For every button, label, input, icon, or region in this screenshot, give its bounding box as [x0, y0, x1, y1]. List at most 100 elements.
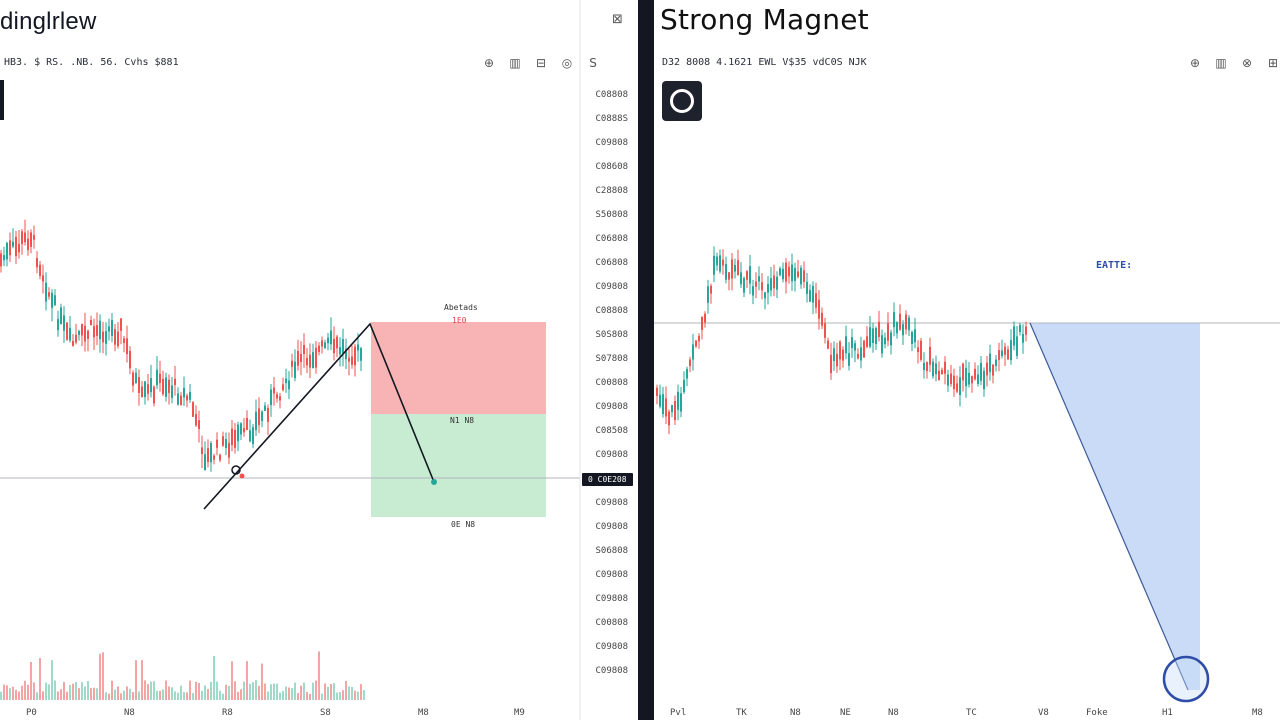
candle-body	[911, 331, 913, 345]
volume-bar	[360, 684, 362, 700]
candle-body	[183, 387, 185, 398]
grid-icon[interactable]: ⊞	[1267, 56, 1279, 70]
left-time-axis[interactable]: P0 N8 R8 S8 M8 M9	[0, 704, 638, 720]
candle-body	[234, 429, 236, 448]
candle-body	[78, 330, 80, 335]
app-logo[interactable]	[662, 81, 702, 121]
right-time-axis[interactable]: Pvl TK N8 NE N8 TC V8 Foke H1 M8	[654, 704, 1280, 720]
volume-bar	[246, 661, 248, 700]
volume-bar	[39, 657, 41, 700]
left-symbol-info: HB3. $ RS. .NB. 56. Cvhs $881	[4, 57, 179, 68]
price-tick-label: C09808	[595, 522, 628, 532]
stop-loss-zone[interactable]	[371, 322, 546, 414]
trend-drawing[interactable]	[203, 322, 435, 510]
volume-bar	[174, 691, 176, 700]
candle-body	[734, 265, 736, 272]
projection-area[interactable]	[1030, 323, 1200, 690]
price-tick-label: S07808	[595, 354, 628, 364]
volume-bar	[333, 683, 335, 700]
volume-bar	[219, 690, 221, 700]
candle-body	[168, 379, 170, 393]
time-tick-label: M9	[514, 708, 525, 718]
volume-bar	[231, 661, 233, 700]
time-tick-label: M8	[1252, 708, 1263, 718]
candle-body	[785, 262, 787, 282]
candle-body	[863, 340, 865, 358]
volume-bar	[249, 683, 251, 700]
time-tick-label: M8	[418, 708, 429, 718]
volume-bar	[357, 691, 359, 700]
left-logo-edge	[0, 80, 4, 120]
candle-body	[144, 381, 146, 398]
volume-bar	[336, 692, 338, 700]
template-icon[interactable]: ▥	[1215, 56, 1227, 70]
indicator-icon[interactable]: ⊕	[483, 56, 495, 70]
volume-bar	[216, 681, 218, 700]
volume-bar	[36, 692, 38, 700]
right-zone-label: EATTE:	[1096, 260, 1133, 271]
candle-body	[746, 271, 748, 280]
compare-icon[interactable]: ⊗	[1241, 56, 1253, 70]
candle-body	[231, 428, 233, 446]
candle-body	[689, 359, 691, 367]
volume-bar	[309, 693, 311, 700]
candle-body	[878, 321, 880, 337]
left-price-scale[interactable]: C08808 C0888S C09808 C08608 C28808 S50808 C068…	[584, 0, 628, 720]
price-tick-label: S50808	[595, 210, 628, 220]
volume-bar	[330, 684, 332, 700]
candle-body	[159, 373, 161, 383]
take-profit-zone[interactable]	[371, 414, 546, 517]
candle-body	[15, 236, 17, 257]
volume-bar	[198, 682, 200, 700]
candle-body	[671, 405, 673, 413]
candle-body	[147, 384, 149, 394]
price-tick-label: C09808	[595, 594, 628, 604]
volume-bar	[24, 680, 26, 700]
volume-bar	[258, 685, 260, 700]
candle-body	[794, 267, 796, 281]
left-chart-toolbar: ⊕ ▥ ⊟ ◎ S	[480, 54, 602, 72]
close-icon[interactable]: ⊠	[612, 12, 623, 27]
settings-icon[interactable]: S	[589, 56, 597, 70]
position-top-label: Abetads	[444, 303, 478, 312]
right-candlestick-chart[interactable]	[654, 0, 1280, 720]
candle-body	[797, 271, 799, 277]
volume-bar	[60, 689, 62, 700]
volume-bar	[243, 681, 245, 700]
candle-body	[129, 350, 131, 369]
volume-bar	[27, 684, 29, 700]
layout-icon[interactable]: ⊟	[535, 56, 547, 70]
volume-bar	[363, 690, 365, 700]
volume-bar	[117, 686, 119, 700]
volume-bar	[195, 681, 197, 700]
volume-bar	[51, 660, 53, 700]
candle-body	[264, 405, 266, 411]
left-chart-panel: dinglrlew ⊠ HB3. $ RS. .NB. 56. Cvhs $88…	[0, 0, 638, 720]
volume-bar	[141, 660, 143, 700]
time-tick-label: NE	[840, 708, 851, 718]
volume-bar	[300, 685, 302, 700]
projection-line	[1029, 322, 1189, 691]
candle-body	[731, 259, 733, 279]
candle-body	[752, 286, 754, 296]
candle-body	[192, 402, 194, 417]
panel-divider[interactable]	[638, 0, 654, 720]
candle-body	[72, 340, 74, 346]
candle-body	[63, 315, 65, 331]
candle-body	[108, 326, 110, 332]
volume-bar	[267, 691, 269, 700]
candle-body	[761, 282, 763, 291]
indicator-icon[interactable]: ⊕	[1189, 56, 1201, 70]
left-candlestick-chart[interactable]	[0, 0, 638, 720]
candle-body	[195, 414, 197, 426]
candle-body	[719, 255, 721, 272]
candle-body	[1013, 326, 1015, 346]
template-icon[interactable]: ▥	[509, 56, 521, 70]
volume-bar	[120, 693, 122, 700]
compare-icon[interactable]: ◎	[561, 56, 573, 70]
candle-body	[237, 424, 239, 442]
candle-body	[758, 276, 760, 282]
candle-body	[998, 350, 1000, 360]
target-circle[interactable]	[1162, 655, 1210, 703]
volume-bar	[225, 684, 227, 700]
